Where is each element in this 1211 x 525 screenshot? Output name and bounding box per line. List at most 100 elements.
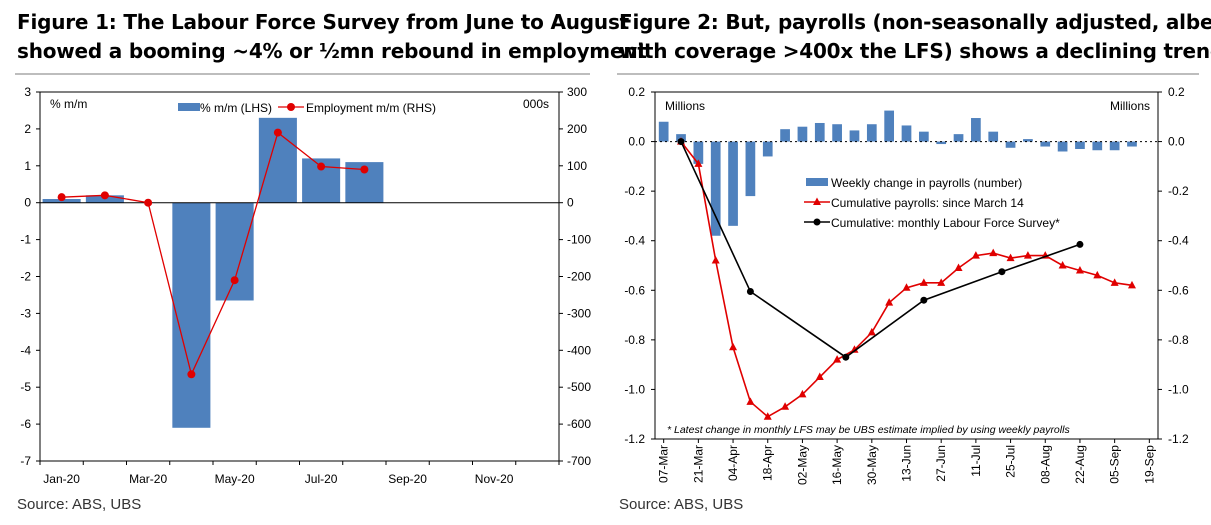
cumulative-payrolls-point bbox=[711, 256, 720, 264]
left-axis-tick-label: -3 bbox=[20, 306, 31, 320]
cumulative-payrolls-point bbox=[815, 372, 824, 381]
right-axis-tick-label: -1.2 bbox=[1168, 432, 1189, 446]
bar-weekly-change bbox=[658, 121, 669, 142]
legend-bar-swatch bbox=[178, 103, 200, 111]
right-axis-tick-label: -300 bbox=[567, 306, 591, 320]
bar-weekly-change bbox=[1057, 141, 1068, 152]
bar-weekly-change bbox=[866, 124, 877, 142]
figure1-title: Figure 1: The Labour Force Survey from J… bbox=[17, 8, 647, 66]
legend-red-marker bbox=[813, 197, 821, 205]
legend-black-marker bbox=[813, 218, 821, 226]
figure1-divider bbox=[15, 73, 590, 75]
x-axis-tick-label: 25-Jul bbox=[1004, 445, 1018, 478]
figure2-source: Source: ABS, UBS bbox=[619, 496, 744, 513]
bar-weekly-change bbox=[918, 131, 929, 142]
bar-weekly-change bbox=[814, 122, 825, 142]
left-axis-tick-label: -0.8 bbox=[624, 333, 645, 347]
cumulative-payrolls-point bbox=[781, 402, 790, 410]
employment-line bbox=[61, 131, 365, 377]
bar-weekly-change bbox=[1005, 141, 1016, 148]
lfs-cumulative-line bbox=[680, 141, 1081, 359]
x-axis-tick-label: 11-Jul bbox=[969, 445, 983, 477]
cumulative-payrolls-point bbox=[1075, 265, 1084, 274]
figure1-chart: 3 2 1 0 -1 -2 -3 -4 -5 -6 -7 300 200 100 0 -100 -200 -300… bbox=[20, 85, 591, 486]
right-axis-tick-label: -600 bbox=[567, 417, 591, 431]
legend-bar-label: % m/m (LHS) bbox=[200, 101, 272, 115]
figure2-title: Figure 2: But, payrolls (non-seasonally … bbox=[619, 8, 1211, 66]
bar-weekly-change bbox=[1075, 141, 1085, 150]
bar-weekly-change bbox=[745, 141, 756, 197]
x-axis-tick-label: May-20 bbox=[215, 472, 255, 486]
bar-weekly-change bbox=[780, 129, 790, 142]
lfs-cumulative-point bbox=[998, 268, 1006, 276]
bar-pct-mm bbox=[215, 202, 254, 301]
figure2-chart: 0.2 0.2 0.0 0.0 -0.2 -0.2 -0.4 -0.4 -0.6 -0.6 -0.8… bbox=[624, 85, 1189, 485]
bar-pct-mm bbox=[172, 202, 211, 428]
left-axis-tick-label: -0.4 bbox=[624, 234, 645, 248]
right-axis-tick-label: 300 bbox=[567, 85, 587, 99]
employment-point bbox=[144, 198, 153, 207]
right-axis-tick-label: -200 bbox=[567, 270, 591, 284]
employment-point bbox=[360, 165, 369, 174]
bar-weekly-change bbox=[693, 141, 704, 164]
left-axis-label: % m/m bbox=[50, 97, 87, 111]
left-axis-label: Millions bbox=[665, 99, 705, 113]
left-axis-tick-label: -0.2 bbox=[624, 184, 645, 198]
cumulative-payrolls-point bbox=[763, 412, 772, 420]
bar-weekly-change bbox=[953, 134, 964, 142]
cumulative-payrolls-point bbox=[971, 251, 980, 259]
right-axis-tick-label: 100 bbox=[567, 159, 587, 173]
cumulative-payrolls-point bbox=[1058, 261, 1067, 269]
employment-point bbox=[187, 370, 196, 379]
x-axis-tick-label: 02-May bbox=[795, 445, 809, 485]
right-axis-tick-label: -100 bbox=[567, 233, 591, 247]
right-axis-tick-label: -0.6 bbox=[1168, 283, 1189, 297]
x-axis-tick-label: 07-Mar bbox=[657, 445, 671, 483]
lfs-cumulative-point bbox=[842, 353, 850, 361]
left-axis-tick-label: -7 bbox=[20, 454, 31, 468]
employment-point bbox=[100, 191, 109, 200]
cumulative-payrolls-point bbox=[885, 298, 894, 306]
x-axis-tick-label: 22-Aug bbox=[1073, 445, 1087, 484]
cumulative-payrolls-point bbox=[746, 397, 755, 405]
x-axis-tick-label: 05-Sep bbox=[1108, 445, 1122, 484]
cumulative-payrolls-point bbox=[1093, 270, 1102, 279]
legend-black-label: Cumulative: monthly Labour Force Survey* bbox=[831, 216, 1060, 230]
left-axis-tick-label: -1.2 bbox=[624, 432, 645, 446]
employment-point bbox=[230, 276, 239, 285]
cumulative-payrolls-point bbox=[798, 389, 807, 398]
figure1-source: Source: ABS, UBS bbox=[17, 496, 142, 513]
x-axis-tick-label: 08-Aug bbox=[1038, 445, 1052, 484]
bar-weekly-change bbox=[762, 141, 773, 157]
bar-weekly-change bbox=[884, 110, 895, 142]
left-axis-tick-label: -2 bbox=[20, 270, 31, 284]
right-axis-tick-label: -0.2 bbox=[1168, 184, 1189, 198]
left-axis-tick-label: -4 bbox=[20, 343, 31, 357]
bar-weekly-change bbox=[832, 124, 842, 142]
x-axis-tick-label: 27-Jun bbox=[934, 445, 948, 482]
bar-weekly-change bbox=[710, 141, 721, 236]
x-axis-tick-label: 16-May bbox=[830, 445, 844, 485]
bar-weekly-change bbox=[1109, 141, 1120, 151]
left-axis-tick-label: -6 bbox=[20, 417, 31, 431]
cumulative-payrolls-point bbox=[1127, 280, 1136, 289]
bar-weekly-change bbox=[1092, 141, 1103, 151]
legend-red-label: Cumulative payrolls: since March 14 bbox=[831, 196, 1024, 210]
x-axis-tick-label: Jul-20 bbox=[305, 472, 338, 486]
right-axis-label: Millions bbox=[1110, 99, 1150, 113]
x-axis-tick-label: Jan-20 bbox=[43, 472, 80, 486]
figure1-title-line1: Figure 1: The Labour Force Survey from J… bbox=[17, 10, 630, 34]
x-axis-tick-label: 18-Apr bbox=[761, 445, 775, 481]
right-axis-tick-label: -400 bbox=[567, 343, 591, 357]
left-axis-tick-label: -1 bbox=[20, 233, 31, 247]
figure2-divider bbox=[617, 73, 1199, 75]
legend-bar-label: Weekly change in payrolls (number) bbox=[831, 176, 1022, 190]
cumulative-payrolls-point bbox=[1110, 278, 1119, 286]
bar-weekly-change bbox=[988, 131, 999, 142]
right-axis-tick-label: 200 bbox=[567, 122, 587, 136]
cumulative-payrolls-point bbox=[1006, 253, 1015, 262]
right-axis-tick-label: -700 bbox=[567, 454, 591, 468]
left-axis-tick-label: 1 bbox=[24, 159, 31, 173]
bar-weekly-change bbox=[971, 118, 981, 142]
x-axis-tick-label: Sep-20 bbox=[388, 472, 427, 486]
